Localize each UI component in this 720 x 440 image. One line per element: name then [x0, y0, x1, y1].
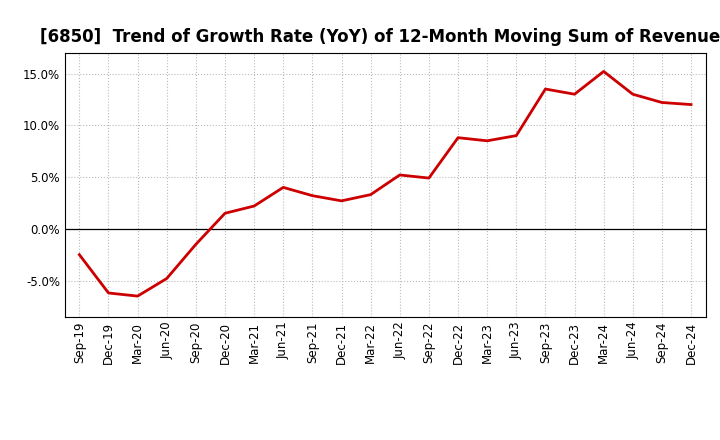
- Title: [6850]  Trend of Growth Rate (YoY) of 12-Month Moving Sum of Revenues: [6850] Trend of Growth Rate (YoY) of 12-…: [40, 28, 720, 46]
